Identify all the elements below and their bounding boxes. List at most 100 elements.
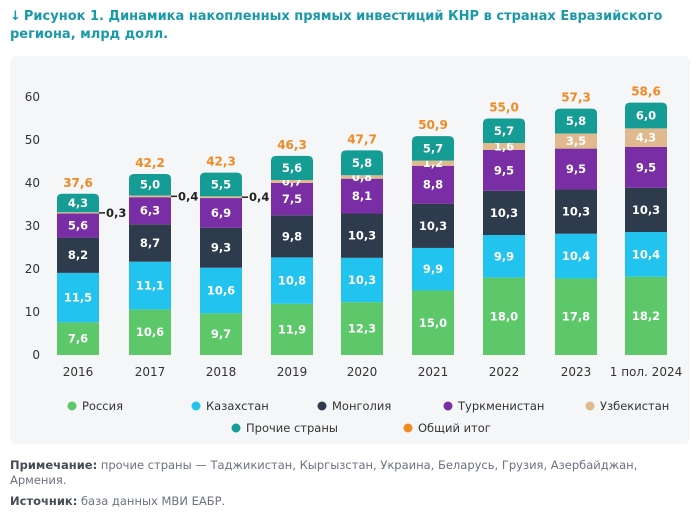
bar-segment-3: [483, 149, 525, 191]
x-tick-label: 2019: [277, 365, 308, 379]
total-label: 42,3: [206, 155, 236, 169]
total-label: 50,9: [418, 118, 448, 132]
y-tick-label: 60: [25, 90, 40, 104]
data-label: 10,3: [419, 219, 447, 233]
bar-segment-1: [483, 235, 525, 278]
data-label: 0,4: [249, 190, 269, 204]
bar-segment-4: [625, 128, 667, 147]
bar-segment-3: [412, 165, 454, 204]
bar-segment-5: [625, 102, 667, 129]
bar-segment-1: [57, 272, 99, 323]
total-label: 58,6: [631, 85, 661, 99]
data-label: 10,3: [562, 205, 590, 219]
data-label: 0,3: [106, 206, 126, 220]
data-label: 8,8: [423, 178, 443, 192]
data-label: 5,0: [140, 178, 160, 192]
data-label: 3,5: [566, 134, 586, 148]
data-label: 11,5: [64, 291, 92, 305]
data-label: 18,0: [490, 309, 518, 323]
legend-marker: [317, 401, 327, 411]
chart-panel: 0 10 20 30 40 50 60 2016 2017 2018 2019 2020 2021 202…: [10, 56, 690, 444]
bar-segment-0: [555, 278, 597, 355]
data-label: 7,5: [282, 192, 302, 206]
data-label: 8,1: [352, 189, 372, 203]
x-tick-label: 2022: [489, 365, 520, 379]
data-label: 10,3: [348, 229, 376, 243]
data-label: 6,0: [636, 108, 656, 122]
bar-segment-4: [555, 133, 597, 149]
data-label: 5,8: [352, 156, 372, 170]
legend-marker: [403, 423, 413, 433]
note-text: прочие страны — Таджикистан, Кыргызстан,…: [10, 458, 638, 487]
total-label: 55,0: [489, 101, 519, 115]
total-label: 37,6: [63, 176, 93, 190]
bar-segment-3: [57, 213, 99, 238]
data-label: 9,8: [282, 229, 302, 243]
legend-label: Прочие страны: [246, 421, 338, 435]
data-label: 10,6: [207, 284, 235, 298]
x-tick-label: 2017: [135, 365, 166, 379]
y-tick-label: 10: [25, 305, 40, 319]
bar-segment-1: [200, 267, 242, 314]
y-tick-label: 40: [25, 176, 40, 190]
bar-segment-0: [271, 303, 313, 355]
data-label: 9,5: [566, 162, 586, 176]
note-line: Примечание: прочие страны — Таджикистан,…: [10, 458, 694, 488]
bar-segment-0: [129, 309, 171, 355]
data-label: 0,4: [178, 189, 198, 203]
data-label: 4,3: [636, 131, 656, 145]
bar-segment-3: [625, 146, 667, 188]
data-label: 15,0: [419, 316, 447, 330]
legend-marker: [67, 401, 77, 411]
bar-segment-1: [625, 232, 667, 277]
data-label: 5,8: [566, 114, 586, 128]
bar-segment-4: [271, 179, 313, 183]
data-label: 10,3: [490, 206, 518, 220]
data-label: 11,1: [136, 279, 164, 293]
legend-marker: [191, 401, 201, 411]
note-label: Примечание:: [10, 458, 98, 472]
bar-segment-2: [341, 213, 383, 258]
bar-segment-2: [271, 215, 313, 258]
data-label: 18,2: [632, 309, 660, 323]
source-line: Источник: база данных МВИ ЕАБР.: [10, 494, 694, 509]
bar-segment-5: [555, 108, 597, 134]
bar-segment-4: [483, 143, 525, 150]
x-tick-label: 2021: [418, 365, 449, 379]
data-label: 9,9: [423, 262, 443, 276]
bar-segment-5: [129, 173, 171, 196]
legend-marker: [443, 401, 453, 411]
legend-label: Узбекистан: [600, 399, 669, 413]
bar-segment-4: [57, 212, 99, 214]
total-label: 47,7: [347, 132, 377, 146]
legend-label: Туркменистан: [457, 399, 544, 413]
bar-segment-5: [483, 118, 525, 144]
data-label: 11,9: [278, 322, 306, 336]
x-tick-label: 1 пол. 2024: [610, 365, 682, 379]
data-label: 17,8: [562, 310, 590, 324]
bar-segment-4: [129, 195, 171, 198]
figure-title: ↓ Рисунок 1. Динамика накопленных прямых …: [10, 8, 690, 44]
stacked-bar-chart: 0 10 20 30 40 50 60 2016 2017 2018 2019 2020 2021 202…: [25, 85, 683, 435]
data-label: 5,6: [68, 219, 88, 233]
bar-segment-5: [200, 172, 242, 197]
legend-label: Казахстан: [206, 399, 269, 413]
data-label: 6,9: [211, 206, 231, 220]
data-label: 9,9: [494, 249, 514, 263]
total-label: 57,3: [561, 91, 591, 105]
data-label: 5,6: [282, 161, 302, 175]
bar-segment-3: [271, 183, 313, 216]
data-label: 5,7: [494, 124, 514, 138]
bar-segment-2: [625, 187, 667, 233]
bar-segment-0: [625, 276, 667, 355]
bar-segment-3: [555, 148, 597, 190]
data-label: 7,6: [68, 332, 88, 346]
bar-segment-1: [555, 233, 597, 279]
legend-label: Общий итог: [418, 421, 491, 435]
data-label: 9,3: [211, 241, 231, 255]
data-label: 5,5: [211, 178, 231, 192]
data-label: 12,3: [348, 322, 376, 336]
legend-marker: [585, 401, 595, 411]
bar-segment-2: [129, 224, 171, 262]
bar-segment-5: [341, 150, 383, 176]
